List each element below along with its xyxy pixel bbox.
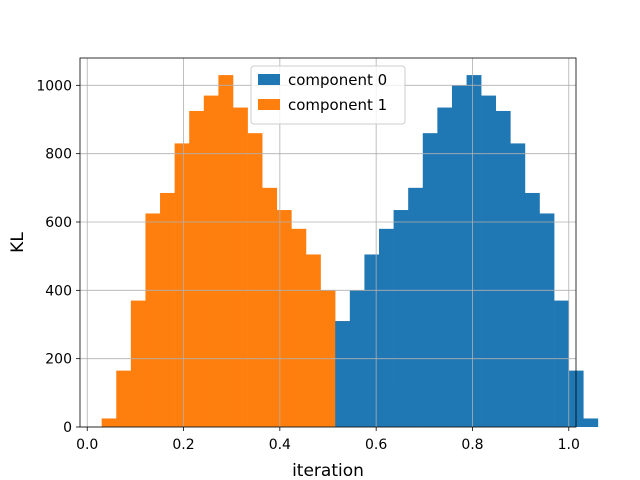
bar-component-1-11 xyxy=(262,187,278,427)
bar-component-0-12 xyxy=(510,143,526,427)
bar-component-1-8 xyxy=(218,75,234,427)
bar-component-1-9 xyxy=(232,107,248,428)
legend-label-component-0: component 0 xyxy=(288,71,387,89)
bar-component-1-12 xyxy=(276,210,292,427)
bar-component-0-0 xyxy=(335,321,351,427)
y-axis-ticks: 0 200 400 600 800 1000 xyxy=(36,78,80,436)
x-tick-label: 1.0 xyxy=(558,437,580,453)
bar-component-1-2 xyxy=(130,300,146,427)
bar-component-0-4 xyxy=(393,210,409,427)
y-tick-label: 0 xyxy=(63,420,72,436)
bar-component-1-13 xyxy=(291,228,307,427)
bar-component-1-1 xyxy=(116,370,132,427)
bar-component-0-11 xyxy=(495,110,511,427)
bar-component-0-9 xyxy=(466,75,482,427)
bar-component-0-2 xyxy=(364,254,380,427)
legend: component 0 component 1 xyxy=(250,65,406,125)
bar-component-1-3 xyxy=(145,213,161,427)
bar-component-0-15 xyxy=(554,300,569,427)
bar-component-0-5 xyxy=(408,187,424,427)
bar-component-0-6 xyxy=(422,133,438,427)
y-tick-label: 400 xyxy=(45,283,72,299)
bar-component-1-0 xyxy=(101,418,117,427)
bar-component-1-6 xyxy=(189,110,205,427)
bar-component-1-10 xyxy=(247,133,263,427)
bar-component-0-10 xyxy=(481,95,497,427)
x-axis-ticks: 0.0 0.2 0.4 0.6 0.8 1.0 xyxy=(76,427,580,453)
bar-component-0-8 xyxy=(451,85,467,427)
series-component-0 xyxy=(335,75,599,428)
bar-component-1-7 xyxy=(203,95,219,427)
y-tick-label: 1000 xyxy=(36,78,72,94)
y-tick-label: 600 xyxy=(45,215,72,231)
bar-component-1-14 xyxy=(305,254,321,427)
x-tick-label: 0.0 xyxy=(76,437,98,453)
bar-component-0-14 xyxy=(539,213,555,427)
legend-label-component-1: component 1 xyxy=(288,96,387,114)
y-axis-label: KL xyxy=(8,232,28,253)
legend-swatch-component-0 xyxy=(258,74,280,85)
legend-swatch-component-1 xyxy=(258,99,280,110)
bar-component-0-17 xyxy=(583,418,599,427)
plot-frame xyxy=(79,57,577,428)
legend-box xyxy=(250,65,406,125)
bar-component-1-5 xyxy=(174,143,190,427)
x-tick-label: 0.8 xyxy=(461,437,483,453)
bar-component-1-4 xyxy=(160,192,175,427)
x-tick-label: 0.2 xyxy=(172,437,194,453)
x-tick-label: 0.6 xyxy=(365,437,387,453)
series-component-1 xyxy=(101,75,482,428)
x-axis-label: iteration xyxy=(292,461,364,480)
y-tick-label: 800 xyxy=(45,147,72,163)
y-tick-label: 200 xyxy=(45,352,72,368)
x-tick-label: 0.4 xyxy=(269,437,291,453)
bar-component-0-13 xyxy=(524,192,540,427)
bar-component-0-7 xyxy=(437,107,453,428)
bar-component-0-3 xyxy=(378,228,394,427)
